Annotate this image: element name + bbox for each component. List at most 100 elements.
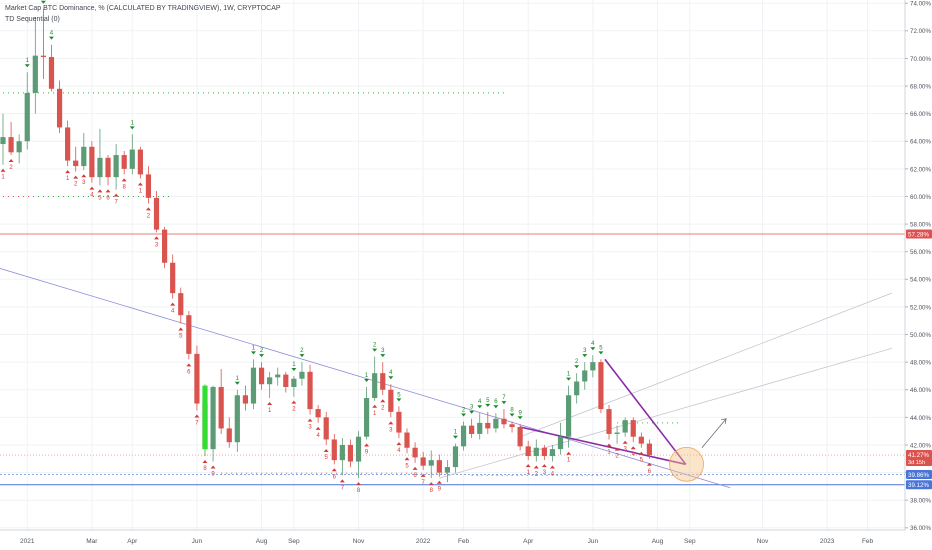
td-sell-arrow [380, 354, 386, 358]
td-sell-arrow [574, 365, 580, 369]
candle-body [501, 418, 507, 425]
candle-body [598, 362, 604, 410]
candle-body [541, 447, 547, 457]
td-count-red: 3 [623, 447, 627, 453]
td-buy-arrow [65, 170, 71, 174]
td-count-red: 2 [147, 213, 151, 219]
dotted-levels-layer [3, 92, 682, 476]
td-count-red: 5 [640, 458, 644, 464]
td-sell-arrow [129, 126, 135, 130]
td-sell-arrow [299, 354, 305, 358]
td-count-red: 5 [405, 463, 409, 469]
candle-body [412, 447, 418, 458]
candle-body [485, 422, 491, 429]
candle-body [517, 427, 523, 447]
grid-layer [0, 0, 905, 530]
td-buy-arrow [364, 443, 370, 447]
price-tag-label: 57.28% [908, 232, 929, 239]
time-tick-label: Mar [86, 538, 98, 545]
candle-body [16, 141, 22, 153]
time-axis[interactable]: 2021 Mar Apr Jun Aug Sep Nov 2022 Feb Apr Jun Aug Se… [0, 529, 905, 545]
td-buy-arrow [436, 480, 442, 484]
td-sell-arrow [388, 376, 394, 380]
candle-body [267, 377, 273, 385]
td-count-red: 3 [308, 425, 312, 431]
candle-body [32, 55, 38, 93]
candle-body [509, 424, 515, 428]
candle-body [0, 137, 6, 145]
td-count-green: 2 [462, 408, 466, 414]
candle-body-highlight [202, 385, 208, 450]
td-count-red: 7 [114, 200, 118, 206]
td-sell-arrow [396, 398, 402, 402]
candle-body [364, 398, 370, 437]
price-tag [906, 480, 932, 490]
price-tick-label: 60.00% [910, 194, 931, 201]
candle-body [388, 389, 394, 412]
candle-body [234, 395, 240, 443]
td-sell-arrow [509, 413, 515, 417]
td-buy-arrow [73, 175, 79, 179]
td-count-red: 5 [98, 195, 102, 201]
td-count-green: 3 [381, 348, 385, 354]
td-buy-arrow [549, 465, 555, 469]
td-count-green: 1 [454, 430, 458, 436]
candle-body [436, 460, 442, 473]
candle-body [307, 371, 313, 410]
chart-legend: Market Cap BTC Dominance, % (CALCULATED … [5, 3, 281, 25]
td-count-red: 4 [90, 193, 94, 199]
td-count-green: 1 [567, 372, 571, 378]
td-buy-arrow [566, 451, 572, 455]
time-tick-label: Jun [192, 538, 203, 545]
td-buy-arrow [388, 421, 394, 425]
price-tag [906, 450, 932, 467]
time-tick-label: Feb [458, 538, 470, 545]
candle-body [525, 446, 531, 457]
td-buy-arrow [202, 460, 208, 464]
td-buy-arrow [210, 465, 216, 469]
price-tick-label: 38.00% [910, 498, 931, 505]
td-sell-arrow [461, 413, 467, 417]
trendlines-layer [0, 267, 892, 489]
td-count-red: 2 [615, 454, 619, 460]
td-sell-arrow [493, 405, 499, 409]
time-tick-label: Sep [684, 538, 696, 545]
candle-body [582, 370, 588, 382]
td-count-green: 6 [494, 399, 498, 405]
price-tick-label: 56.00% [910, 249, 931, 256]
candle-body [283, 374, 289, 387]
td-sell-arrow [250, 351, 256, 355]
candle-body [210, 386, 216, 450]
price-tick-label: 70.00% [910, 56, 931, 63]
td-buy-arrow [606, 443, 612, 447]
td-count-red: 3 [543, 470, 547, 476]
candle-body [129, 149, 135, 169]
candle-body [396, 411, 402, 433]
td-count-red: 2 [9, 165, 13, 171]
price-axis[interactable]: 36.00%38.00%40.00%42.00%44.00%46.00%48.0… [904, 0, 932, 532]
td-buy-arrow [356, 482, 362, 486]
td-count-green: 2 [575, 359, 579, 365]
td-sell-arrow [372, 348, 378, 352]
price-tick-label: 52.00% [910, 304, 931, 311]
td-buy-arrow [178, 327, 184, 331]
indicator-label[interactable]: TD Sequential (0) [5, 16, 60, 23]
td-count-red: 5 [179, 333, 183, 339]
td-count-red: 7 [341, 485, 345, 491]
td-count-red: 3 [82, 180, 86, 186]
candle-body [24, 92, 30, 142]
candle-body [97, 157, 103, 178]
time-tick-label: 2022 [416, 538, 431, 545]
time-tick-label: 2021 [20, 538, 35, 545]
chart-title[interactable]: Market Cap BTC Dominance, % (CALCULATED … [5, 5, 281, 12]
highlight-circle [669, 446, 704, 482]
td-count-red: 1 [567, 458, 571, 464]
td-buy-arrow [420, 473, 426, 477]
td-count-red: 9 [211, 472, 215, 478]
td-buy-arrow [339, 479, 345, 483]
candle-body [121, 155, 127, 169]
price-tick-label: 68.00% [910, 83, 931, 90]
td-buy-arrow [404, 457, 410, 461]
price-tag-label: 39.86% [908, 472, 929, 479]
